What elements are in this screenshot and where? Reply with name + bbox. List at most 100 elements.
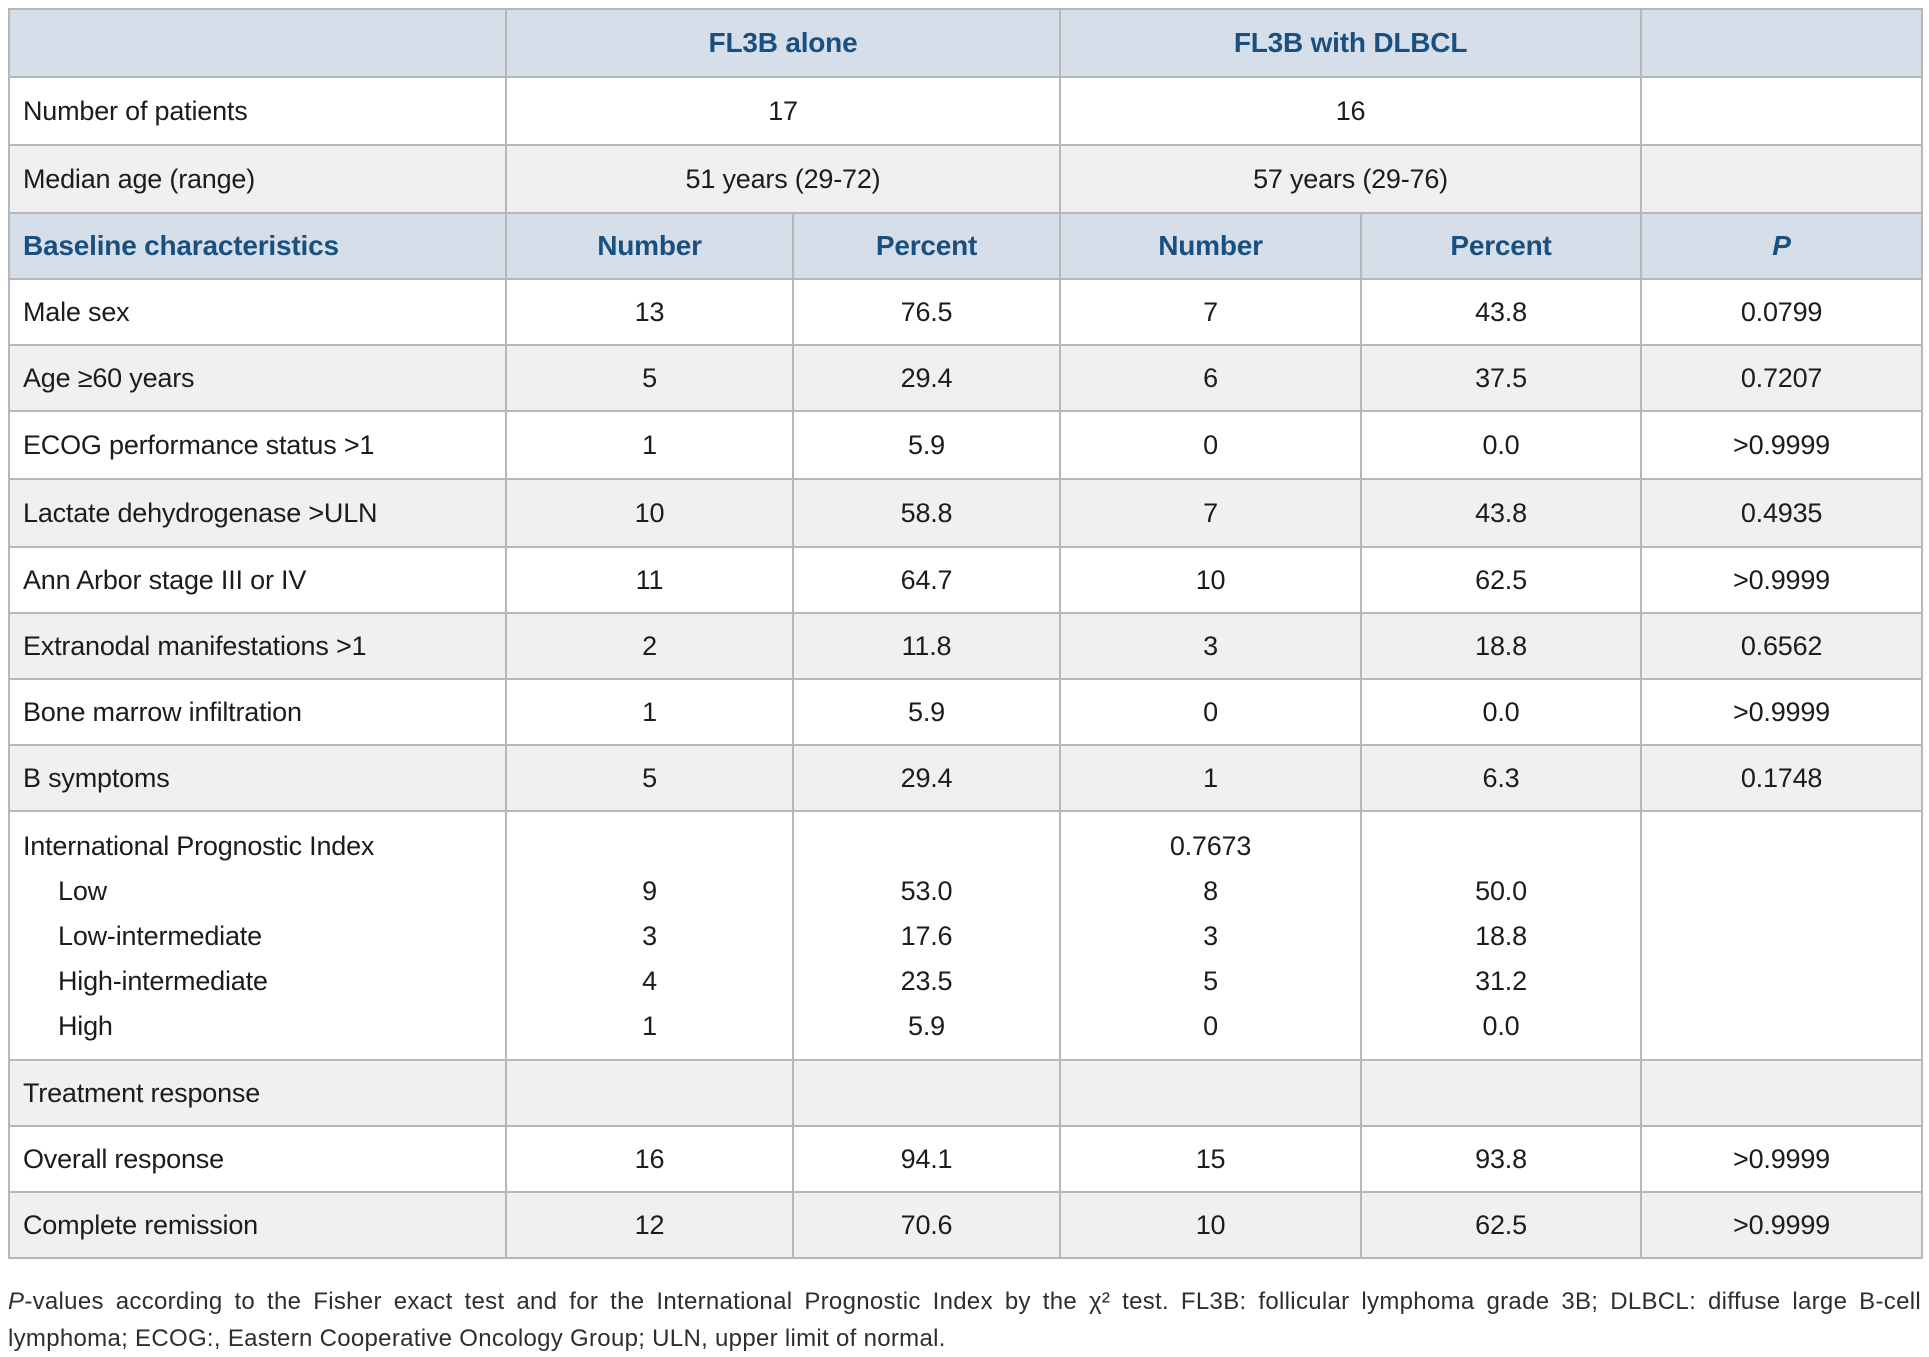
cell-label: Median age (range): [8, 144, 507, 214]
ipi-value: 50.0: [1475, 876, 1527, 906]
group-header-fl3b-alone: FL3B alone: [504, 8, 1062, 78]
ipi-value: 0.0: [1482, 1011, 1520, 1041]
cell-dlbcl-number: 7: [1059, 478, 1363, 548]
cell-dlbcl-value: 16: [1059, 76, 1643, 146]
cell-alone-percent: 5.9: [791, 678, 1062, 746]
ipi-line-label: High: [58, 1011, 113, 1041]
cell-label: Extranodal manifestations >1: [8, 612, 507, 680]
row-male-sex: Male sex 13 76.5 7 43.8 0.0799: [8, 278, 1924, 346]
cell-p: >0.9999: [1640, 410, 1924, 480]
row-ann-arbor-stage: Ann Arbor stage III or IV 11 64.7 10 62.…: [8, 546, 1924, 614]
row-median-age: Median age (range) 51 years (29-72) 57 y…: [8, 144, 1924, 214]
cell-dlbcl-percent: 37.5: [1360, 344, 1643, 412]
row-lactate-dehydrogenase: Lactate dehydrogenase >ULN 10 58.8 7 43.…: [8, 478, 1924, 548]
column-header-alone-percent: Percent: [791, 212, 1062, 280]
ipi-line-label: Low-intermediate: [58, 921, 262, 951]
ipi-value: 9: [642, 876, 657, 906]
ipi-value: [508, 824, 791, 869]
cell-dlbcl-number: 10: [1059, 1191, 1363, 1259]
cell-dlbcl-number: 10: [1059, 546, 1363, 614]
cell-label: Complete remission: [8, 1191, 507, 1259]
cell-label: Lactate dehydrogenase >ULN: [8, 478, 507, 548]
row-number-of-patients: Number of patients 17 16: [8, 76, 1924, 146]
ipi-value: 3: [642, 921, 657, 951]
column-header-alone-number: Number: [505, 212, 794, 280]
cell-p: >0.9999: [1640, 1191, 1924, 1259]
cell-alone-percent: 64.7: [791, 546, 1062, 614]
table-footnote: P-values according to the Fisher exact t…: [8, 1283, 1921, 1357]
cell-alone-number: 12: [505, 1191, 794, 1259]
cell-dlbcl-value: 57 years (29-76): [1059, 144, 1643, 214]
row-extranodal-manifestations: Extranodal manifestations >1 2 11.8 3 18…: [8, 612, 1924, 680]
cell-p: [1640, 76, 1924, 146]
cell-dlbcl-number: 1: [1059, 744, 1363, 812]
ipi-value: 17.6: [900, 921, 953, 951]
ipi-line-label: High-intermediate: [58, 966, 268, 996]
baseline-characteristics-table: FL3B alone FL3B with DLBCL Number of pat…: [8, 8, 1924, 1259]
cell-label: Bone marrow infiltration: [8, 678, 507, 746]
cell-alone-percent: [791, 1059, 1062, 1127]
cell-p: >0.9999: [1640, 678, 1924, 746]
cell-dlbcl-percent: 43.8: [1360, 278, 1643, 346]
cell-label: Age ≥60 years: [8, 344, 507, 412]
cell-p: 0.1748: [1640, 744, 1924, 812]
cell-dlbcl-number: 15: [1059, 1125, 1363, 1193]
ipi-title: International Prognostic Index: [23, 831, 375, 861]
cell-dlbcl-number: 6: [1059, 344, 1363, 412]
row-international-prognostic-index: International Prognostic Index Low Low-i…: [8, 810, 1924, 1061]
cell-p: 0.4935: [1640, 478, 1924, 548]
cell-dlbcl-percent: 93.8: [1360, 1125, 1643, 1193]
cell-p: 0.7207: [1640, 344, 1924, 412]
cell-dlbcl-number: 7: [1059, 278, 1363, 346]
ipi-value: 0: [1203, 1011, 1218, 1041]
ipi-value: 31.2: [1475, 966, 1527, 996]
cell-p: 0.6562: [1640, 612, 1924, 680]
cell-dlbcl-number: 0: [1059, 678, 1363, 746]
cell-dlbcl-percent: 6.3: [1360, 744, 1643, 812]
cell-alone-number: [505, 1059, 794, 1127]
ipi-value: [1363, 824, 1639, 869]
cell-alone-percent: 29.4: [791, 344, 1062, 412]
row-age-60: Age ≥60 years 5 29.4 6 37.5 0.7207: [8, 344, 1924, 412]
cell-alone-number: 5: [505, 744, 794, 812]
group-header-row: FL3B alone FL3B with DLBCL: [8, 8, 1924, 78]
row-overall-response: Overall response 16 94.1 15 93.8 >0.9999: [8, 1125, 1924, 1193]
cell-alone-percent: 58.8: [791, 478, 1062, 548]
ipi-value: 1: [642, 1011, 657, 1041]
cell-label: ECOG performance status >1: [8, 410, 507, 480]
ipi-value: 18.8: [1475, 921, 1527, 951]
row-ecog-status: ECOG performance status >1 1 5.9 0 0.0 >…: [8, 410, 1924, 480]
cell-label: International Prognostic Index Low Low-i…: [8, 810, 507, 1061]
cell-dlbcl-percent: 50.0 18.8 31.2 0.0: [1360, 810, 1643, 1061]
cell-label: Treatment response: [8, 1059, 507, 1127]
ipi-value: 3: [1203, 921, 1218, 951]
cell-alone-number: 2: [505, 612, 794, 680]
row-complete-remission: Complete remission 12 70.6 10 62.5 >0.99…: [8, 1191, 1924, 1259]
cell-alone-percent: 11.8: [791, 612, 1062, 680]
row-b-symptoms: B symptoms 5 29.4 1 6.3 0.1748: [8, 744, 1924, 812]
footnote-text: -values according to the Fisher exact te…: [8, 1288, 1921, 1352]
cell-empty-corner: [8, 8, 507, 78]
cell-alone-percent: 94.1: [791, 1125, 1062, 1193]
cell-dlbcl-percent: 0.0: [1360, 678, 1643, 746]
cell-alone-value: 17: [504, 76, 1062, 146]
ipi-value: [795, 824, 1058, 869]
cell-p: 0.0799: [1640, 278, 1924, 346]
cell-dlbcl-number: 0.7673 8 3 5 0: [1059, 810, 1363, 1061]
cell-alone-number: 5: [505, 344, 794, 412]
cell-label: Male sex: [8, 278, 507, 346]
cell-p: >0.9999: [1640, 1125, 1924, 1193]
cell-alone-number: 11: [505, 546, 794, 614]
cell-label: Ann Arbor stage III or IV: [8, 546, 507, 614]
ipi-value: 8: [1203, 876, 1218, 906]
cell-label: Overall response: [8, 1125, 507, 1193]
cell-dlbcl-percent: 62.5: [1360, 1191, 1643, 1259]
column-header-dlbcl-percent: Percent: [1360, 212, 1643, 280]
cell-dlbcl-number: 0: [1059, 410, 1363, 480]
group-header-fl3b-dlbcl: FL3B with DLBCL: [1059, 8, 1643, 78]
cell-dlbcl-percent: 18.8: [1360, 612, 1643, 680]
ipi-value: 23.5: [900, 966, 953, 996]
cell-alone-number: 9 3 4 1: [505, 810, 794, 1061]
cell-p: >0.9999: [1640, 546, 1924, 614]
column-header-p-value: P: [1640, 212, 1924, 280]
